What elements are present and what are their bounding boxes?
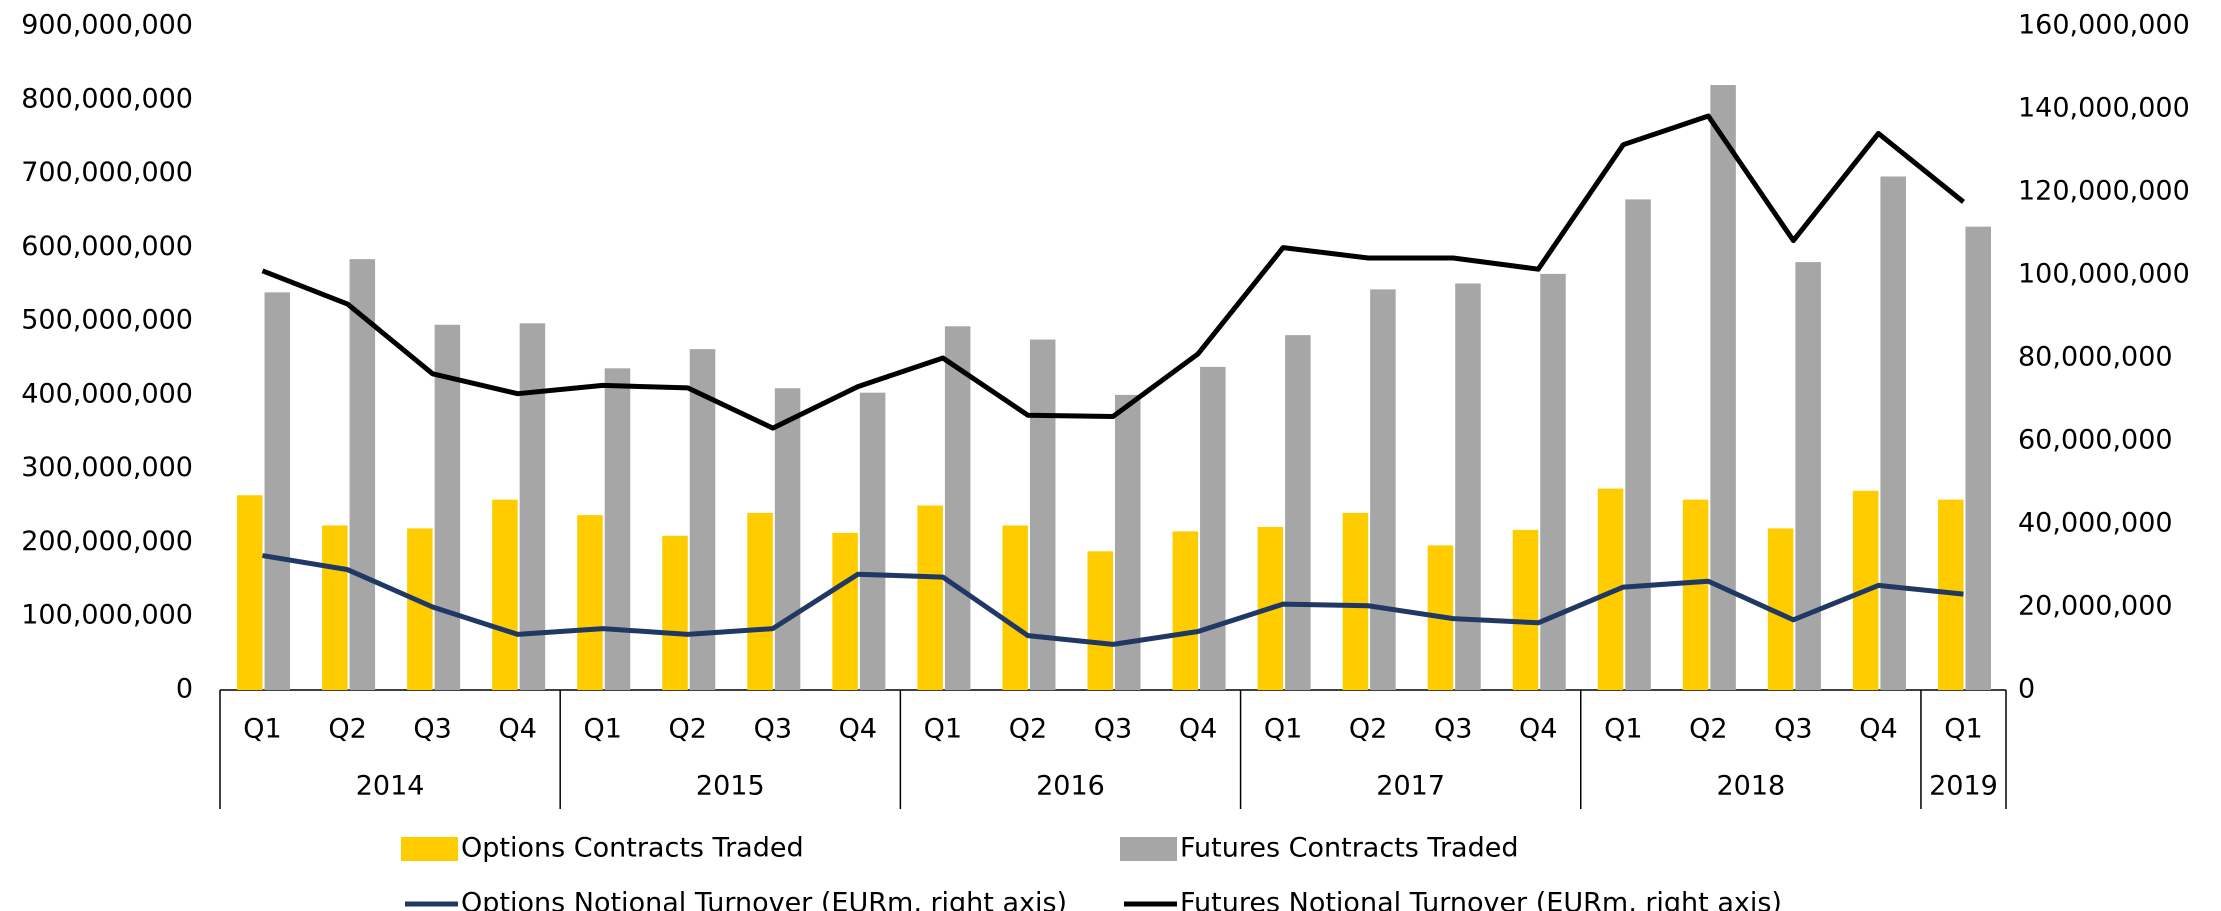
x-tick-label: Q1 [583,714,621,745]
bar [1370,289,1396,690]
bar [604,368,631,690]
x-tick-label: Q4 [1179,714,1217,745]
bar [1002,525,1028,690]
legend-swatch [1120,837,1177,861]
bar [1625,199,1651,690]
group-label: 2015 [696,771,765,802]
yticks-label: 0 [176,674,193,705]
yticks-label: 600,000,000 [21,231,193,262]
bar [662,535,688,690]
yticks-label: 900,000,000 [21,10,193,41]
x-tick-label: Q4 [498,714,536,745]
bar [1172,531,1199,690]
y2ticks-label: 0 [2018,674,2035,705]
y2ticks-label: 20,000,000 [2018,591,2173,622]
bar [577,515,603,690]
bar [407,528,433,690]
x-tick-label: Q4 [1519,714,1557,745]
y2ticks-label: 100,000,000 [2018,259,2190,290]
legend-label: Futures Notional Turnover (EURm, right a… [1180,888,1782,911]
bar [1455,283,1481,690]
x-tick-label: Q3 [1774,714,1812,745]
x-tick-label: Q2 [1689,714,1727,745]
bar [1285,335,1311,690]
bar [859,392,886,690]
x-tick-label: Q1 [243,714,281,745]
bar [1880,176,1906,691]
x-tick-label: Q1 [1264,714,1302,745]
y2ticks-label: 160,000,000 [2018,10,2190,41]
y2ticks-label: 40,000,000 [2018,508,2173,539]
bar [264,292,291,690]
x-tick-label: Q2 [1009,714,1047,745]
x-tick-label: Q4 [839,714,877,745]
group-label: 2019 [1929,771,1998,802]
group-label: 2017 [1376,771,1445,802]
bar [832,532,858,690]
y2ticks-label: 140,000,000 [2018,93,2190,124]
y2ticks-label: 80,000,000 [2018,342,2173,373]
group-label: 2018 [1716,771,1785,802]
bar [322,525,348,690]
yticks-label: 300,000,000 [21,452,193,483]
bar [1342,512,1369,690]
bar [1200,366,1226,690]
yticks-label: 100,000,000 [21,600,193,631]
x-tick-label: Q1 [924,714,962,745]
line [262,553,1964,647]
group-label: 2016 [1036,771,1105,802]
yticks-label: 800,000,000 [21,83,193,114]
group-label: 2014 [356,771,425,802]
bar [237,495,263,690]
bar [1029,339,1056,690]
bar [1795,262,1821,690]
x-tick-label: Q2 [669,714,707,745]
x-tick-label: Q1 [1604,714,1642,745]
x-tick-label: Q3 [1094,714,1132,745]
line [261,113,1966,431]
legend-label: Futures Contracts Traded [1180,833,1519,864]
yticks-label: 400,000,000 [21,378,193,409]
bar [1965,226,1991,691]
x-tick-label: Q2 [328,714,366,745]
legend-swatch [401,837,458,861]
x-tick-label: Q3 [413,714,451,745]
y2ticks-label: 120,000,000 [2018,176,2190,207]
x-tick-label: Q2 [1349,714,1387,745]
bar [747,512,773,690]
yticks-label: 700,000,000 [21,157,193,188]
bar [434,324,461,690]
bar [349,259,376,690]
yticks-label: 500,000,000 [21,305,193,336]
legend-label: Options Notional Turnover (EURm, right a… [461,888,1067,911]
y2ticks-label: 60,000,000 [2018,425,2173,456]
x-tick-label: Q3 [754,714,792,745]
yticks-label: 200,000,000 [21,526,193,557]
bar [1087,551,1113,690]
bar [917,505,943,690]
bar [774,388,801,690]
bar [1512,529,1539,690]
legend-label: Options Contracts Traded [461,833,804,864]
bar [492,499,518,690]
bar [1540,273,1566,690]
bar [944,326,971,690]
x-tick-label: Q4 [1859,714,1897,745]
bar [519,323,546,690]
bar [1682,499,1709,690]
x-tick-label: Q1 [1944,714,1982,745]
x-tick-label: Q3 [1434,714,1472,745]
bar [1710,85,1736,691]
